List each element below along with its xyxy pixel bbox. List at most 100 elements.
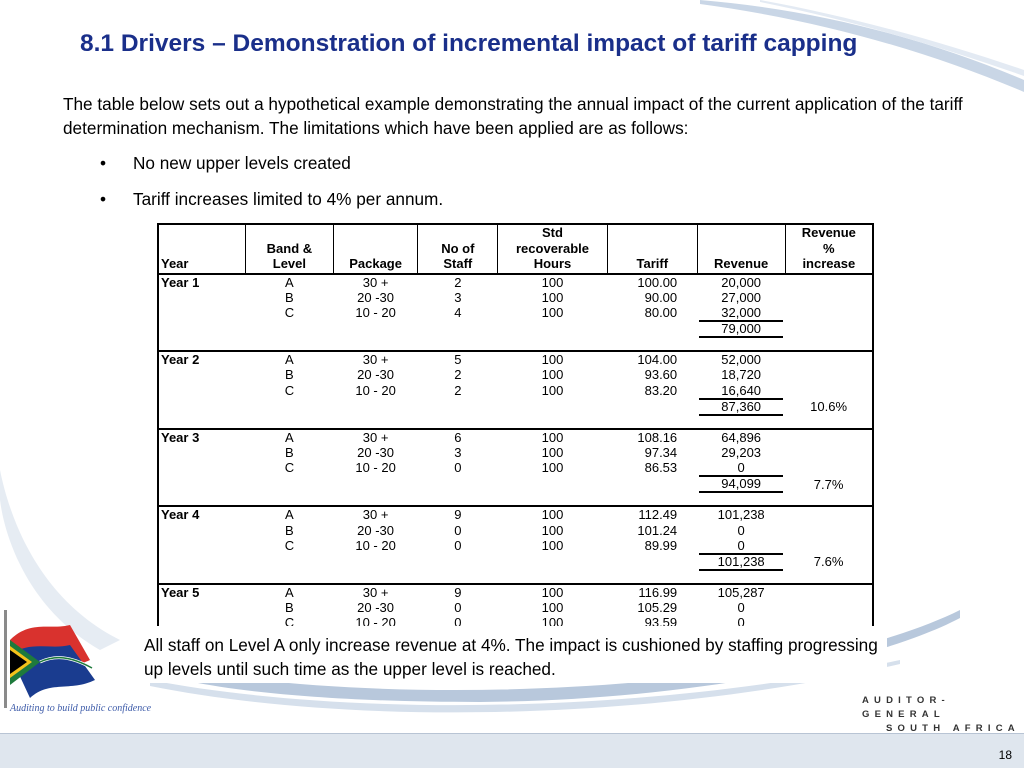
table-header-row: Year Band & Level Package No of Staff Std r… [158,224,873,275]
empty-cell [245,397,334,430]
band-cell: A [285,507,294,523]
tariff-cell: 100.00 [637,274,678,290]
increase-cell [785,367,873,382]
header-revenue: Revenue [696,224,786,275]
staff-cell: 3 [454,444,462,460]
band-cell: C [284,615,295,631]
logo-line-2: SOUTH AFRICA [886,723,1020,734]
staff-cell: 6 [454,429,462,445]
table-row: B 20 -30 3 100 90.00 27,000 [158,290,873,305]
revenue-increase-cell: 7.7% [785,475,873,508]
package-cell: 20 -30 [357,600,395,616]
empty-cell [245,475,334,508]
package-cell: 20 -30 [357,289,395,305]
tariff-cell: 80.00 [644,304,678,320]
header-band: Band & Level [245,224,334,275]
total-revenue: 101,238 [699,552,784,571]
year-cell [158,383,246,398]
table-row: C 10 - 20 4 100 80.00 32,000 [158,305,873,320]
empty-cell [417,475,498,508]
empty-cell [417,552,498,585]
empty-cell [158,397,246,430]
total-revenue-cell: 87,360 [697,397,786,430]
revenue-cell: 32,000 [721,304,762,320]
bullet-icon: • [100,189,107,209]
empty-cell [158,320,246,353]
empty-cell [333,397,418,430]
hours-cell: 100 [541,460,564,476]
tariff-cell: 89.99 [644,537,678,553]
band-cell: B [285,522,294,538]
table-row: C 10 - 20 2 100 83.20 16,640 [158,383,873,398]
revenue-cell: 0 [737,522,745,538]
table-row: Year 5 A 30 + 9 100 116.99 105,287 [158,584,873,600]
hours-cell: 100 [541,444,564,460]
package-cell: 30 + [362,274,389,290]
page-number: 18 [998,748,1012,762]
empty-cell [607,320,698,353]
band-cell: C [284,304,295,320]
header-year: Year [158,224,246,275]
tariff-cell: 116.99 [638,584,678,600]
increase-cell [785,600,873,615]
year-cell [158,305,246,320]
empty-cell [417,397,498,430]
increase-cell [785,460,873,475]
subtotal-row: 94,099 7.7% [158,475,873,508]
table-row: C 10 - 20 0 100 86.53 0 [158,460,873,475]
hours-cell: 100 [541,289,564,305]
revenue-increase-cell: 7.6% [785,552,873,585]
increase-cell [785,274,873,290]
tariff-cell: 97.34 [644,444,678,460]
empty-cell [333,320,418,353]
package-cell: 20 -30 [357,367,395,383]
table-row: Year 2 A 30 + 5 100 104.00 52,000 [158,351,873,367]
package-cell: 10 - 20 [355,537,396,553]
increase-cell [785,383,873,398]
bullet-text: No new upper levels created [133,153,351,173]
total-revenue: 79,000 [699,320,784,339]
increase-cell [785,445,873,460]
year-cell [158,290,246,305]
table-row: Year 3 A 30 + 6 100 108.16 64,896 [158,429,873,445]
empty-cell [497,475,608,508]
revenue-cell: 105,287 [717,584,765,600]
revenue-cell: 0 [737,537,745,553]
empty-cell [417,320,498,353]
year-cell [158,367,246,382]
hours-cell: 100 [541,600,564,616]
hours-cell: 100 [541,304,564,320]
tagline: Auditing to build public confidence [10,703,152,714]
tariff-cell: 105.29 [637,600,678,616]
package-cell: 20 -30 [357,444,395,460]
empty-cell [158,475,246,508]
tariff-cell: 112.49 [638,507,678,523]
revenue-cell: 0 [737,600,745,616]
subtotal-row: 101,238 7.6% [158,552,873,585]
revenue-cell: 64,896 [721,429,762,445]
header-staff: No of Staff [417,224,498,275]
bullet-item: • No new upper levels created [100,152,443,188]
revenue-cell: 20,000 [721,274,762,290]
staff-cell: 0 [454,600,462,616]
subtotal-row: 79,000 [158,320,873,353]
tariff-cell: 90.00 [644,289,678,305]
revenue-cell: 0 [737,615,745,631]
year-cell [158,600,246,615]
empty-cell [497,552,608,585]
empty-cell [245,552,334,585]
empty-cell [333,552,418,585]
staff-cell: 4 [454,304,462,320]
band-cell: B [285,444,294,460]
tariff-cell: 86.53 [644,460,678,476]
header-tariff: Tariff [606,224,698,275]
auditor-general-logo: AUDITOR-GENERAL SOUTH AFRICA [862,694,1024,736]
revenue-cell: 16,640 [721,382,762,398]
table-row: Year 4 A 30 + 9 100 112.49 101,238 [158,506,873,522]
revenue-cell: 18,720 [721,367,762,383]
hours-cell: 100 [541,537,564,553]
staff-cell: 0 [454,537,462,553]
year-cell [158,523,246,538]
revenue-increase-cell [785,320,873,353]
empty-cell [158,552,246,585]
